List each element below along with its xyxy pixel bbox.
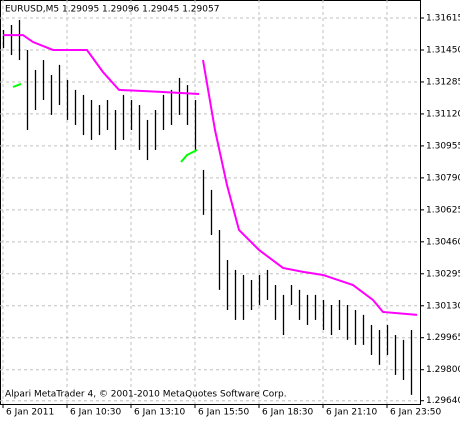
chart-title: EURUSD,M5 1.29095 1.29096 1.29045 1.2905… xyxy=(5,5,219,15)
y-tick-label: 1.30130 xyxy=(426,301,460,311)
indicator-line xyxy=(12,82,198,163)
x-tick-label: 6 Jan 2011 xyxy=(6,408,54,418)
x-tick-label: 6 Jan 10:30 xyxy=(70,408,122,418)
indicator-line xyxy=(3,34,418,316)
y-tick-label: 1.30625 xyxy=(426,205,460,215)
y-tick-label: 1.30955 xyxy=(426,141,460,151)
y-tick-label: 1.31285 xyxy=(426,77,460,87)
y-tick-label: 1.31120 xyxy=(426,109,460,119)
footer-note: Alpari MetaTrader 4, © 2001-2010 MetaQuo… xyxy=(5,390,287,400)
x-tick-label: 6 Jan 13:10 xyxy=(134,408,186,418)
x-tick-label: 6 Jan 15:50 xyxy=(198,408,250,418)
x-tick-label: 6 Jan 18:30 xyxy=(262,408,314,418)
y-tick-label: 1.29800 xyxy=(426,365,460,375)
y-tick-label: 1.30790 xyxy=(426,173,460,183)
y-tick-label: 1.29640 xyxy=(426,396,460,406)
y-tick-label: 1.30460 xyxy=(426,237,460,247)
x-tick-label: 6 Jan 23:50 xyxy=(390,408,442,418)
y-tick-label: 1.31615 xyxy=(426,14,460,24)
x-tick-label: 6 Jan 21:10 xyxy=(326,408,378,418)
y-tick-label: 1.30295 xyxy=(426,269,460,279)
y-tick-label: 1.31450 xyxy=(426,45,460,55)
y-tick-label: 1.29965 xyxy=(426,333,460,343)
plot-frame xyxy=(0,0,421,405)
